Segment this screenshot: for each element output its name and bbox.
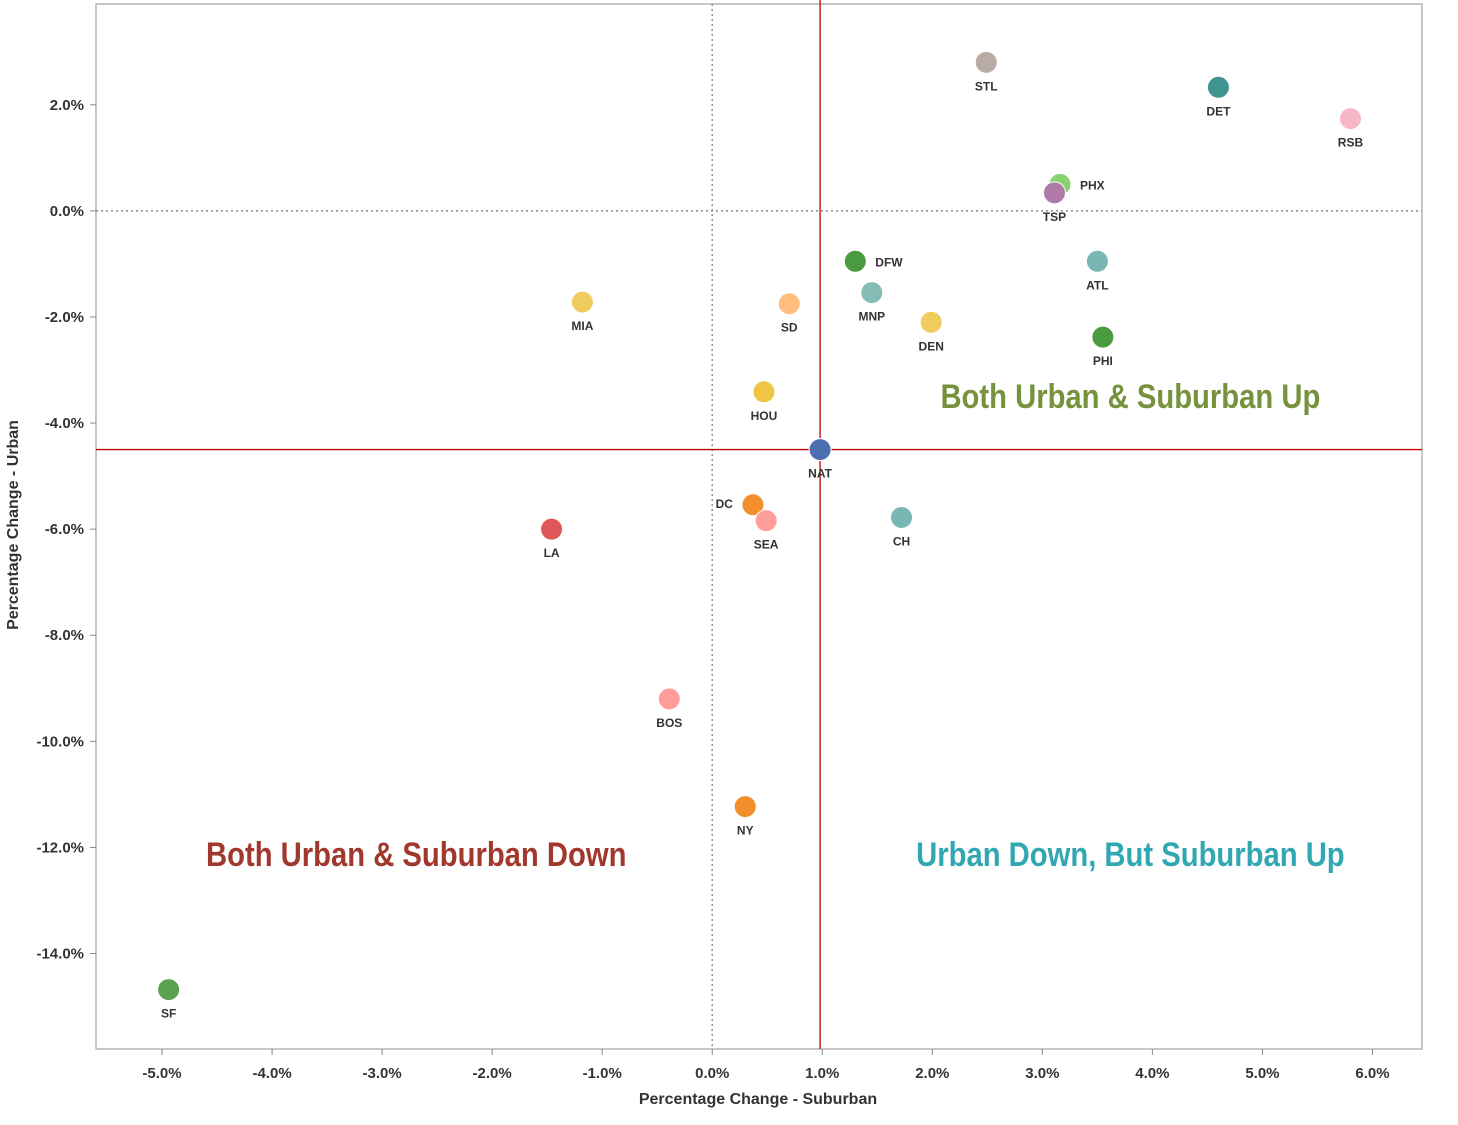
point-label-phi: PHI — [1093, 354, 1113, 368]
point-tsp — [1042, 181, 1066, 205]
point-sd — [777, 292, 801, 316]
x-tick-label: 0.0% — [695, 1065, 729, 1082]
point-label-rsb: RSB — [1338, 136, 1364, 150]
point-label-sea: SEA — [754, 538, 779, 552]
point-label-ch: CH — [893, 534, 910, 548]
point-mnp — [860, 281, 884, 305]
point-label-mia: MIA — [571, 319, 593, 333]
point-label-den: DEN — [919, 339, 944, 353]
point-label-sd: SD — [781, 321, 798, 335]
point-phi — [1091, 325, 1115, 349]
y-tick-label: -6.0% — [45, 521, 84, 538]
point-label-bos: BOS — [656, 716, 682, 730]
point-rsb — [1338, 107, 1362, 131]
point-label-atl: ATL — [1086, 278, 1108, 292]
point-la — [540, 517, 564, 541]
point-label-dc: DC — [716, 497, 734, 511]
x-tick-label: -4.0% — [252, 1065, 291, 1082]
y-tick-label: -2.0% — [45, 309, 84, 326]
quadrant-annotation-2: Both Urban & Suburban Down — [206, 835, 626, 874]
y-tick-label: -4.0% — [45, 415, 84, 432]
x-tick-label: 6.0% — [1355, 1065, 1389, 1082]
x-tick-label: 3.0% — [1025, 1065, 1059, 1082]
point-label-phx: PHX — [1080, 178, 1105, 192]
x-tick-label: -5.0% — [142, 1065, 181, 1082]
point-bos — [657, 687, 681, 711]
y-tick-label: -8.0% — [45, 627, 84, 644]
y-axis: 2.0% 0.0% -2.0% -4.0% -6.0% -8.0% -10.0% -12.0%… — [36, 97, 96, 963]
point-hou — [752, 380, 776, 404]
x-tick-label: 4.0% — [1135, 1065, 1169, 1082]
y-axis-title: Percentage Change - Urban — [5, 420, 22, 630]
point-atl — [1085, 249, 1109, 273]
quadrant-annotations: Both Urban & Suburban Up Both Urban & Sub… — [206, 377, 1345, 873]
point-label-nat: NAT — [808, 467, 832, 481]
point-label-det: DET — [1206, 104, 1231, 118]
x-tick-label: 2.0% — [915, 1065, 949, 1082]
zero-lines — [96, 4, 1422, 1049]
x-tick-label: 1.0% — [805, 1065, 839, 1082]
quadrant-annotation-1: Both Urban & Suburban Up — [940, 377, 1320, 416]
point-label-sf: SF — [161, 1007, 176, 1021]
point-sf — [157, 978, 181, 1002]
point-ny — [733, 795, 757, 819]
point-label-la: LA — [544, 546, 560, 560]
x-tick-label: 5.0% — [1245, 1065, 1279, 1082]
point-mia — [570, 290, 594, 314]
point-den — [919, 310, 943, 334]
point-stl — [974, 50, 998, 74]
y-tick-label: -14.0% — [36, 946, 84, 963]
x-axis-title: Percentage Change - Suburban — [639, 1091, 877, 1108]
x-axis: -5.0% -4.0% -3.0% -2.0% -1.0% 0.0% 1.0% 2.0% 3.0… — [142, 1049, 1390, 1082]
point-nat — [808, 438, 832, 462]
point-label-mnp: MNP — [858, 310, 885, 324]
quadrant-annotation-3: Urban Down, But Suburban Up — [916, 835, 1345, 874]
point-ch — [890, 505, 914, 529]
point-label-ny: NY — [737, 824, 754, 838]
point-dfw — [843, 249, 867, 273]
y-tick-label: -12.0% — [36, 839, 84, 856]
x-tick-label: -3.0% — [363, 1065, 402, 1082]
point-label-tsp: TSP — [1043, 210, 1066, 224]
y-tick-label: 2.0% — [50, 97, 84, 114]
y-tick-label: -10.0% — [36, 733, 84, 750]
data-points: STL DET RSB PHX TSP DFW ATL MNP MIA SD DEN PHI HOU NA… — [157, 50, 1364, 1021]
x-tick-label: -1.0% — [583, 1065, 622, 1082]
point-label-hou: HOU — [751, 409, 778, 423]
x-tick-label: -2.0% — [473, 1065, 512, 1082]
point-label-dfw: DFW — [875, 255, 903, 269]
point-det — [1206, 75, 1230, 99]
point-label-stl: STL — [975, 79, 998, 93]
point-dc — [741, 493, 765, 517]
point-sea — [754, 509, 778, 533]
y-tick-label: 0.0% — [50, 203, 84, 220]
reference-lines — [96, 0, 1422, 1049]
